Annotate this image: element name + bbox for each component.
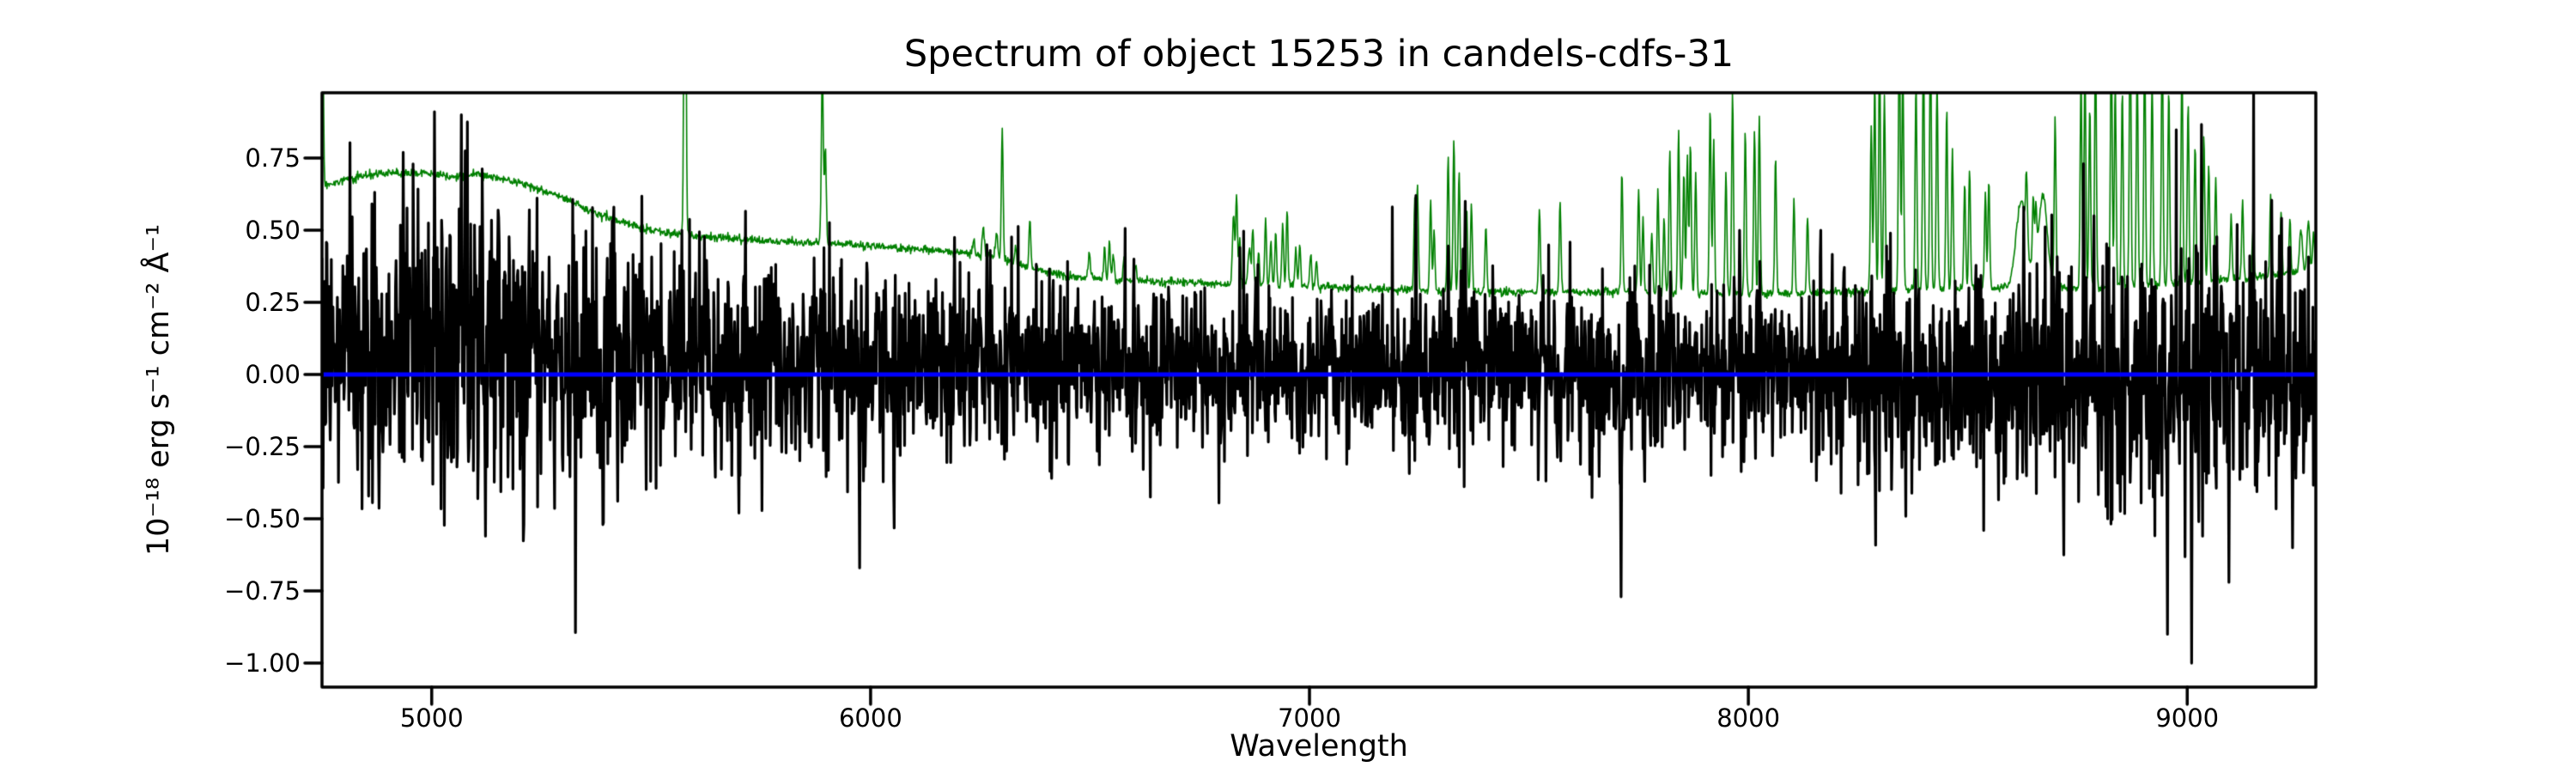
y-tick-label: −0.50 <box>224 504 301 534</box>
x-tick-label: 7000 <box>1278 703 1341 733</box>
x-axis-label: Wavelength <box>1230 729 1408 764</box>
x-tick-label: 6000 <box>838 703 902 733</box>
y-tick-label: 0.50 <box>245 215 301 245</box>
y-tick-label: −0.25 <box>224 432 301 462</box>
y-tick-label: 0.00 <box>245 360 301 390</box>
x-tick-label: 8000 <box>1716 703 1781 733</box>
y-tick-label: 0.75 <box>245 143 301 173</box>
y-axis-label: 10⁻¹⁸ erg s⁻¹ cm⁻² Å⁻¹ <box>142 223 176 557</box>
y-tick-label: −1.00 <box>224 648 301 679</box>
x-tick-label: 9000 <box>2155 703 2220 733</box>
y-tick-label: 0.25 <box>245 287 301 317</box>
y-tick-label: −0.75 <box>224 576 301 606</box>
x-tick-label: 5000 <box>399 703 464 733</box>
plot-title: Spectrum of object 15253 in candels-cdfs… <box>903 33 1735 76</box>
